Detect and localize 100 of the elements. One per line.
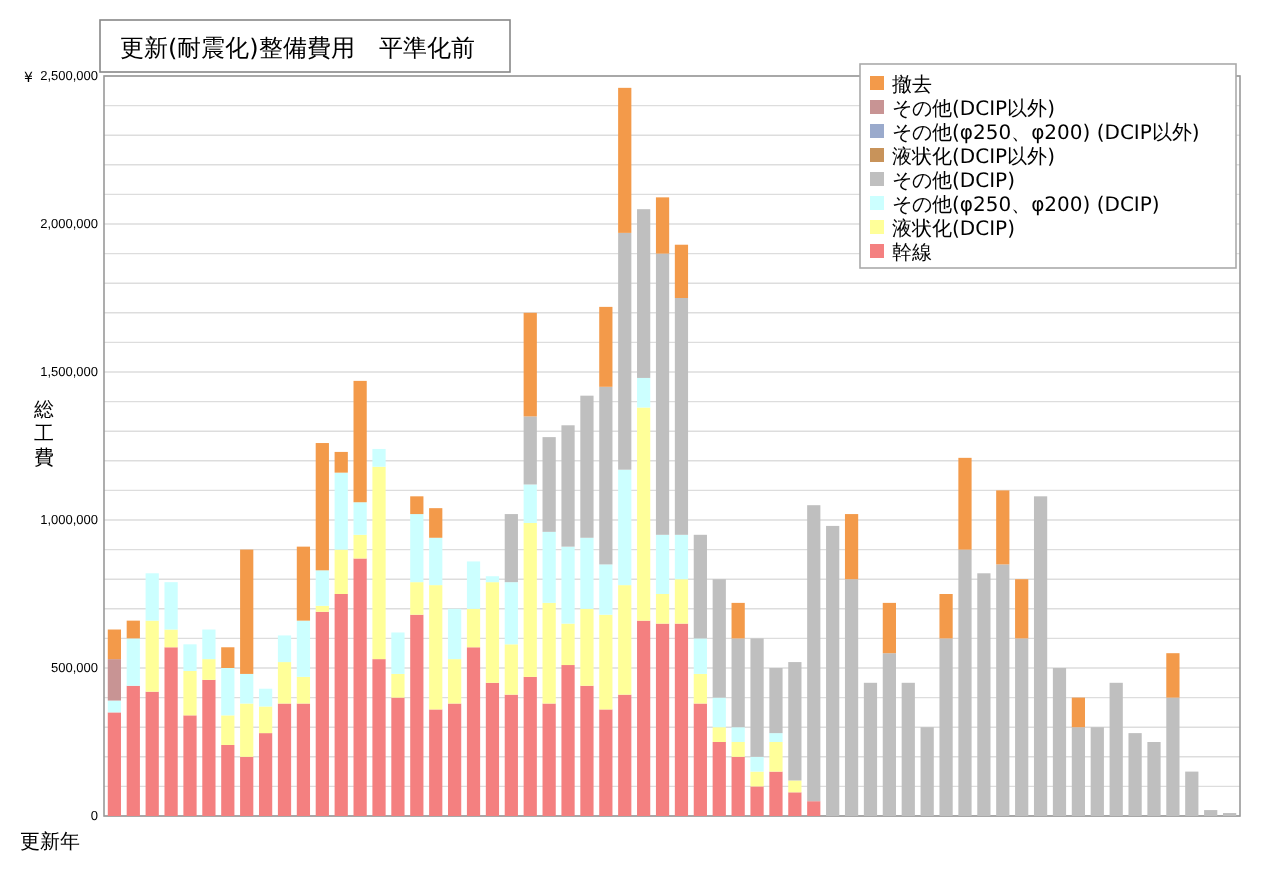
bar xyxy=(693,673,707,704)
bar xyxy=(788,792,802,816)
legend-label: その他(DCIP) xyxy=(892,169,1016,193)
bar xyxy=(996,564,1010,816)
bar xyxy=(410,496,424,515)
bar xyxy=(637,209,651,378)
bar xyxy=(410,582,424,615)
bar xyxy=(769,742,783,772)
bar xyxy=(221,647,235,668)
bar xyxy=(674,534,689,580)
bar xyxy=(1052,668,1067,816)
bar xyxy=(655,197,670,254)
x-axis-title: 更新年 xyxy=(20,830,80,854)
bar xyxy=(712,697,726,728)
chart-title: 更新(耐震化)整備費用 平準化前 xyxy=(120,34,475,62)
bar xyxy=(712,579,726,698)
bar xyxy=(202,679,216,816)
bar xyxy=(769,771,783,816)
bar xyxy=(674,298,689,535)
bar xyxy=(410,614,424,816)
legend-label: 幹線 xyxy=(892,241,932,265)
legend-label: その他(φ250、φ200) (DCIP) xyxy=(892,193,1160,217)
bar xyxy=(240,703,254,757)
bar xyxy=(466,561,481,609)
bar xyxy=(1166,697,1180,816)
bar xyxy=(334,472,348,550)
bar xyxy=(448,703,462,816)
bar xyxy=(769,668,783,734)
bar xyxy=(523,522,537,677)
bar xyxy=(277,662,292,704)
bar xyxy=(939,638,953,816)
bar xyxy=(107,712,122,816)
bar xyxy=(1109,682,1123,816)
bar xyxy=(788,662,802,781)
bar xyxy=(1015,579,1029,639)
bar xyxy=(296,703,311,816)
bar xyxy=(353,502,367,535)
bar xyxy=(1128,733,1142,816)
bar xyxy=(107,629,122,660)
bar xyxy=(693,534,707,639)
bar xyxy=(145,573,159,621)
bar xyxy=(504,694,518,816)
bar xyxy=(391,673,405,698)
bar xyxy=(183,715,197,816)
bar xyxy=(277,703,292,816)
bar xyxy=(599,709,613,816)
bar xyxy=(353,558,367,816)
bar xyxy=(1071,697,1086,728)
bar xyxy=(655,623,670,816)
bar xyxy=(750,786,764,816)
bar xyxy=(1033,496,1048,816)
bar xyxy=(637,407,651,621)
bar xyxy=(939,594,953,639)
bar xyxy=(466,608,481,648)
bar xyxy=(315,611,329,816)
bar xyxy=(731,742,745,757)
bar xyxy=(731,756,745,816)
bar xyxy=(240,549,254,674)
bar xyxy=(618,469,632,586)
bar xyxy=(353,534,367,559)
bar xyxy=(599,564,613,615)
bar xyxy=(882,653,896,816)
bar xyxy=(996,490,1010,565)
bar xyxy=(259,706,273,734)
bar xyxy=(145,620,159,692)
bar xyxy=(788,780,802,793)
bar xyxy=(1204,810,1218,816)
bar xyxy=(674,623,689,816)
bar xyxy=(958,457,972,550)
bar xyxy=(637,377,651,408)
bar xyxy=(202,629,216,660)
bar xyxy=(882,602,896,654)
bar xyxy=(240,673,254,704)
bar xyxy=(750,771,764,787)
bar xyxy=(542,602,556,704)
bar xyxy=(618,694,632,816)
bar xyxy=(807,505,821,802)
bar xyxy=(580,395,594,538)
bar xyxy=(107,700,122,713)
bar xyxy=(429,585,443,710)
bar xyxy=(1015,638,1029,816)
bar xyxy=(523,416,537,485)
bar xyxy=(296,546,311,621)
bar xyxy=(240,756,254,816)
bar xyxy=(580,537,594,609)
bar xyxy=(372,466,386,660)
bar xyxy=(504,644,518,695)
bar xyxy=(334,549,348,594)
bar xyxy=(429,537,443,586)
bar xyxy=(126,685,140,816)
bar xyxy=(164,647,178,816)
bar xyxy=(731,727,745,742)
bar xyxy=(448,659,462,704)
legend-label: 液状化(DCIP) xyxy=(892,217,1016,241)
bar xyxy=(618,232,632,470)
bar xyxy=(712,742,726,816)
bar xyxy=(637,620,651,816)
bar xyxy=(107,659,122,701)
bar xyxy=(277,635,292,663)
bar xyxy=(674,244,689,298)
